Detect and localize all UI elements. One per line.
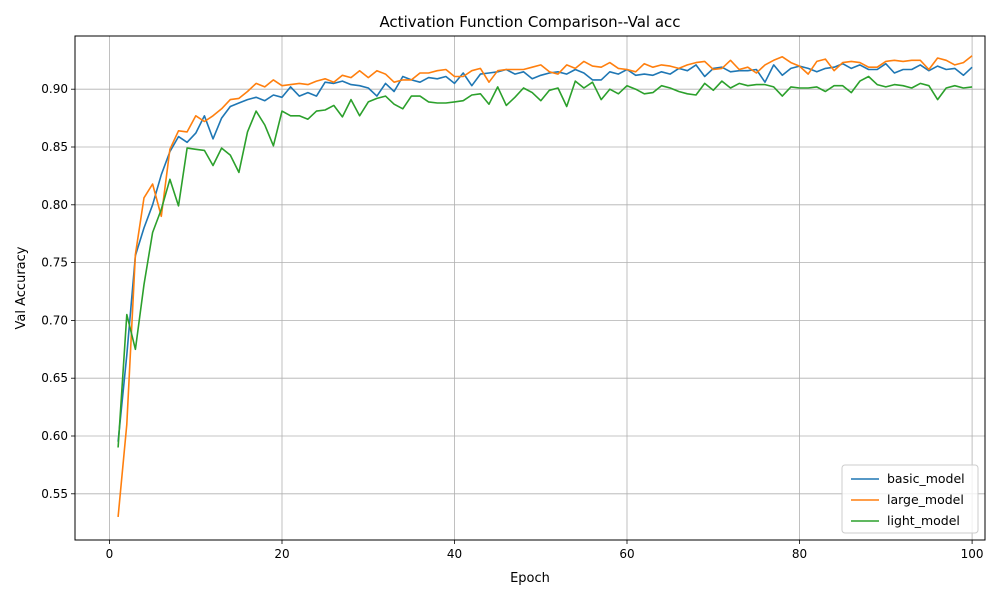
x-tick-label: 60 [619,547,634,561]
grid [75,36,985,540]
series-line-light-model [117,75,973,448]
x-tick-label: 0 [106,547,114,561]
series-line-basic-model [117,62,973,442]
legend-label-large-model: large_model [887,492,964,507]
legend-box [841,464,979,534]
plot-frame [74,35,986,541]
y-axis-ticks: 0.55 0.60 0.65 0.70 0.75 0.80 0.85 0.90 [41,82,75,501]
x-tick-label: 20 [274,547,289,561]
legend: basic_model large_model light_model [841,464,979,534]
series-lines [117,55,973,517]
y-tick-label: 0.90 [41,82,68,96]
y-tick-label: 0.60 [41,429,68,443]
y-tick-label: 0.55 [41,487,68,501]
series-line-large-model [117,55,973,517]
y-tick-label: 0.75 [41,256,68,270]
x-tick-label: 100 [961,547,984,561]
chart-title: Activation Function Comparison--Val acc [379,13,680,31]
x-axis-ticks: 0 20 40 60 80 100 [106,540,984,561]
x-tick-label: 40 [447,547,462,561]
y-tick-label: 0.85 [41,140,68,154]
legend-label-light-model: light_model [887,513,960,528]
y-tick-label: 0.70 [41,313,68,327]
legend-label-basic-model: basic_model [887,471,965,486]
x-axis-label: Epoch [510,571,550,586]
y-tick-label: 0.80 [41,198,68,212]
y-tick-label: 0.65 [41,371,68,385]
x-tick-label: 80 [792,547,807,561]
y-axis-label: Val Accuracy [14,246,29,329]
